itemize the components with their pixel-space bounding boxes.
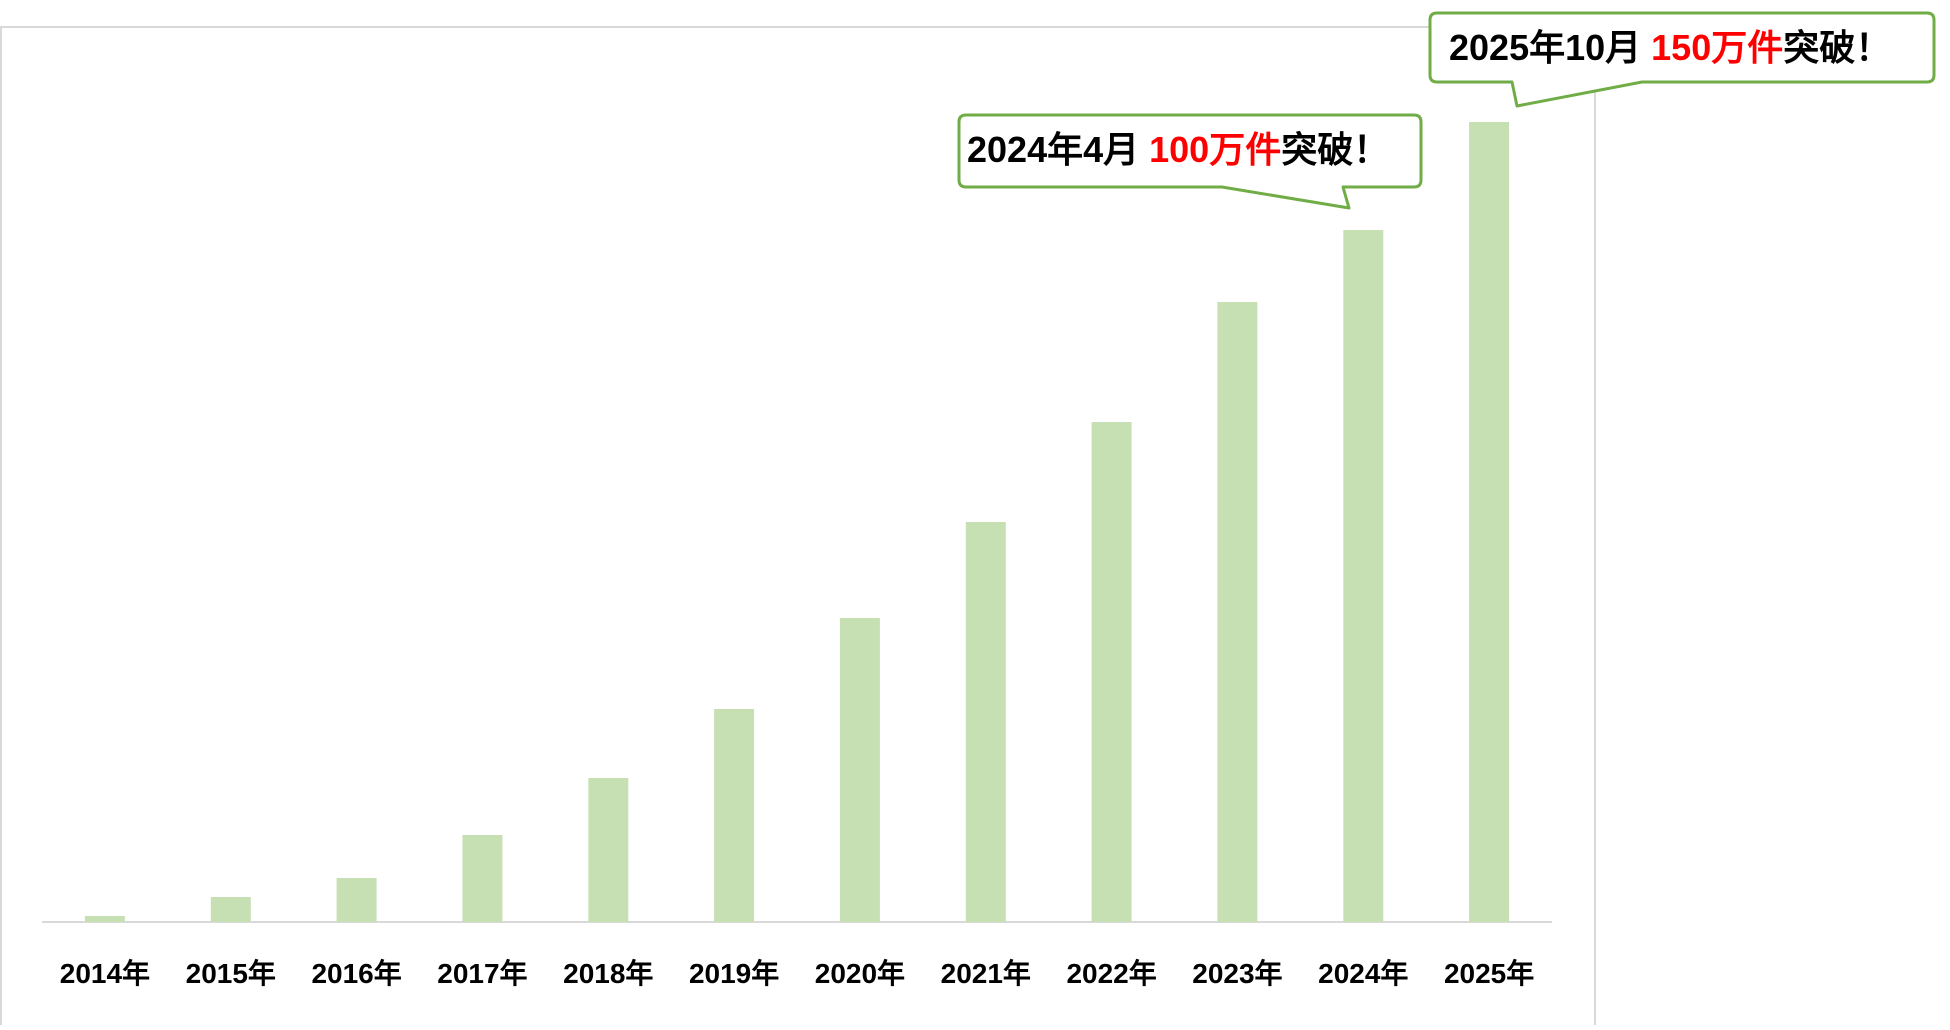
x-tick-label: 2015年 [186,957,276,989]
bar-2015年 [210,897,251,922]
x-tick-label: 2017年 [437,957,527,989]
callout-2025-prefix: 2025年10月 [1449,27,1641,68]
x-tick-label: 2024年 [1318,957,1408,989]
bar-2021年 [965,522,1006,922]
callout-2024-space [1139,129,1149,170]
bar-2017年 [462,835,503,922]
bar-2018年 [588,778,629,922]
callout-2025-suffix: 突破！ [1783,27,1891,68]
x-tick-label: 2025年 [1444,957,1534,989]
bar-2025年 [1469,122,1510,922]
callout-2024-prefix: 2024年4月 [967,129,1139,170]
bars-layer [84,122,1510,922]
callout-2024: 2024年4月 100万件突破！ [957,113,1423,210]
x-tick-label: 2019年 [689,957,779,989]
bar-2019年 [714,709,755,922]
bar-2014年 [84,916,125,922]
callout-2025-text: 2025年10月 150万件突破！ [1449,27,1891,68]
x-tick-label: 2023年 [1192,957,1282,989]
callout-2024-suffix: 突破！ [1281,129,1389,170]
callout-2024-text: 2024年4月 100万件突破！ [967,129,1389,170]
x-tick-label: 2021年 [941,957,1031,989]
callout-2025-space [1641,27,1651,68]
bar-2024年 [1343,230,1384,922]
x-tick-label: 2022年 [1066,957,1156,989]
callout-2024-highlight: 100万件 [1149,129,1281,170]
x-tick-label: 2018年 [563,957,653,989]
callout-2025-bubble [1428,11,1936,108]
callout-2025: 2025年10月 150万件突破！ [1428,11,1936,108]
bar-2023年 [1217,302,1258,922]
x-tick-label: 2016年 [311,957,401,989]
x-tick-label: 2020年 [815,957,905,989]
x-tick-labels: 2014年 2015年 2016年 2017年 2018年 2019年 2020年 2021年… [60,957,1534,989]
callout-2025-highlight: 150万件 [1651,27,1783,68]
bar-2020年 [839,618,880,922]
x-tick-label: 2014年 [60,957,150,989]
callout-2024-bubble [957,113,1423,210]
bar-2022年 [1091,422,1132,922]
bar-2016年 [336,878,377,922]
